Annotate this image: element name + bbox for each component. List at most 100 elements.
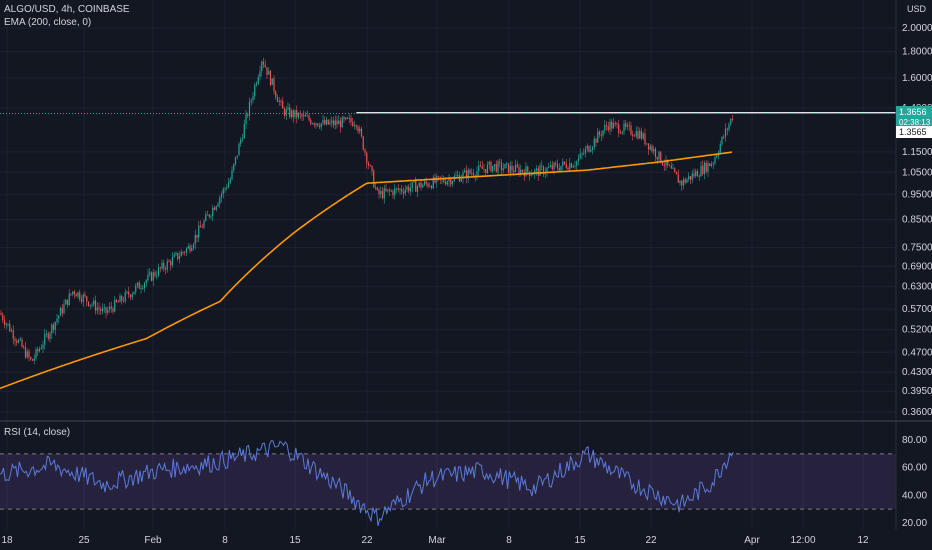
candle-body [334,120,336,126]
price-axis[interactable]: 2.00001.80001.60001.40001.15001.05000.95… [902,23,932,418]
candle-body [222,188,224,195]
candle-body [10,330,13,332]
candle-body [581,153,583,155]
price-tick-label: 0.5200 [902,325,932,336]
candle-body [625,123,627,127]
candle-body [621,131,623,134]
candle-body [395,188,398,190]
candle-body [313,123,315,125]
time-tick-label: 18 [1,535,13,546]
candle-body [376,187,378,190]
candle-body [63,304,65,314]
candle-body [360,128,363,137]
candle-body [693,173,695,177]
candle-body [588,146,590,152]
candle-body [91,304,93,306]
candle-body [418,182,420,187]
candle-body [658,151,660,160]
candle-body [352,121,354,127]
candle-body [577,158,580,162]
candle-body [212,207,214,216]
candle-body [206,214,209,216]
ema-value-badge: 1.3565 [896,126,932,138]
candle-body [514,164,517,172]
candle-body [94,300,97,311]
candle-body [82,294,84,302]
candle-body [710,164,713,166]
candle-body [84,294,86,297]
candle-body [96,307,98,311]
candle-body [495,164,497,172]
time-tick-label: 15 [574,535,586,546]
candle-body [201,227,203,229]
candle-body [149,272,151,275]
candle-body [427,183,429,187]
candle-body [520,169,522,174]
candle-body [241,138,244,140]
candle-body [362,136,364,150]
rsi-axis[interactable]: 80.00 60.00 40.00 20.00 [902,435,927,529]
candle-body [661,162,664,165]
candle-body [157,267,160,276]
candle-body [432,177,434,189]
rsi-tick-label: 40.00 [902,490,927,501]
candle-body [14,338,16,341]
candle-body [394,188,396,196]
symbol-title[interactable]: ALGO/USD, 4h, COINBASE [4,4,130,15]
candle-body [283,108,286,116]
candle-body [633,135,636,137]
candle-body [609,121,611,131]
candle-body [397,188,399,191]
candle-body [367,163,370,166]
candle-body [205,214,207,221]
candle-body [70,293,72,295]
candle-body [273,78,275,92]
candle-body [415,181,417,192]
candle-body [26,351,28,358]
candle-body [411,182,413,188]
price-tick-label: 1.6000 [902,73,932,84]
candle-body [131,294,133,298]
candle-body [598,131,601,135]
candle-body [553,162,555,170]
candle-body [79,292,81,300]
candle-body [572,166,574,168]
candle-body [618,124,620,133]
candle-body [730,118,732,125]
time-axis[interactable]: 18 25 Feb 8 15 22 Mar 8 15 22 Apr 12:00 12 [1,535,869,546]
time-tick-label: Apr [744,535,760,546]
candle-body [196,234,198,238]
candle-body [677,174,679,183]
candle-body [472,173,475,176]
candle-body [133,291,135,295]
candle-body [684,179,686,183]
candle-body [504,163,506,169]
candle-body [332,120,335,126]
candle-body [369,165,371,167]
ema-legend[interactable]: EMA (200, close, 0) [4,17,92,28]
candle-body [37,349,39,352]
price-tick-label: 0.4700 [902,347,932,358]
candle-body [612,122,615,129]
candle-body [152,272,154,281]
candle-body [413,181,415,183]
candle-body [605,125,608,127]
candle-body [3,320,6,325]
candle-body [560,165,562,171]
candle-body [168,261,170,263]
candle-body [584,148,587,154]
candle-body [52,324,55,330]
candle-body [220,194,223,198]
candle-body [30,357,32,360]
rsi-legend[interactable]: RSI (14, close) [4,427,71,438]
candle-body [467,169,469,179]
candle-body [135,285,137,292]
candle-body [378,189,380,195]
candle-body [527,166,529,172]
candle-body [338,120,340,125]
candle-body [686,179,688,183]
candle-body [551,165,553,170]
candle-body [182,252,184,253]
rsi-tick-label: 20.00 [902,518,927,529]
candle-body [213,207,216,210]
